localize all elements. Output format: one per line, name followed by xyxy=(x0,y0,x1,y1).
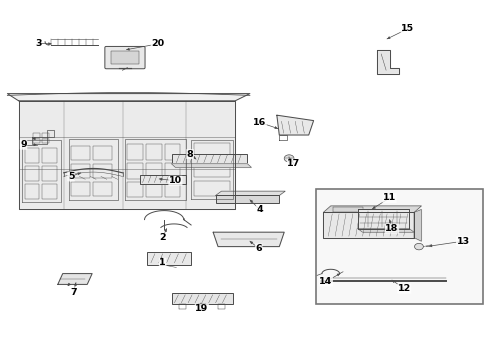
Polygon shape xyxy=(414,210,421,241)
Bar xyxy=(194,162,230,177)
Polygon shape xyxy=(213,232,284,247)
Bar xyxy=(146,182,162,197)
Bar xyxy=(165,144,180,160)
Bar xyxy=(140,175,186,184)
Bar xyxy=(24,166,39,181)
Text: 1: 1 xyxy=(159,258,166,267)
Bar xyxy=(146,144,162,160)
Text: 5: 5 xyxy=(68,172,74,181)
Bar xyxy=(42,166,57,181)
Bar xyxy=(42,139,49,143)
Polygon shape xyxy=(323,206,421,212)
Text: 7: 7 xyxy=(70,288,77,297)
Text: 9: 9 xyxy=(20,140,27,149)
FancyBboxPatch shape xyxy=(105,46,145,69)
Text: 19: 19 xyxy=(195,305,209,313)
Text: 3: 3 xyxy=(35,39,42,48)
Text: 12: 12 xyxy=(397,284,411,293)
Bar xyxy=(146,163,162,179)
Bar xyxy=(71,164,90,178)
Bar xyxy=(316,189,483,304)
Bar xyxy=(172,154,247,164)
Bar xyxy=(93,164,112,178)
Bar xyxy=(42,184,57,199)
Bar xyxy=(24,184,39,199)
Bar xyxy=(165,163,180,179)
Text: 17: 17 xyxy=(287,159,301,168)
Bar xyxy=(71,146,90,160)
Bar xyxy=(93,146,112,160)
Bar xyxy=(127,144,143,160)
Polygon shape xyxy=(216,191,285,195)
Text: 6: 6 xyxy=(255,244,262,253)
Polygon shape xyxy=(32,130,54,144)
Bar xyxy=(42,133,49,138)
Text: 4: 4 xyxy=(256,205,263,214)
Bar xyxy=(33,139,40,143)
Circle shape xyxy=(415,243,423,250)
Text: 13: 13 xyxy=(457,237,469,246)
Bar xyxy=(147,252,191,265)
Polygon shape xyxy=(358,229,414,232)
Bar xyxy=(127,163,143,179)
Polygon shape xyxy=(358,209,409,229)
Text: 2: 2 xyxy=(159,233,166,242)
Bar xyxy=(333,207,363,212)
Bar xyxy=(71,182,90,196)
Bar xyxy=(111,51,139,64)
Bar xyxy=(194,143,230,159)
Bar xyxy=(172,293,233,304)
Polygon shape xyxy=(7,94,250,101)
Polygon shape xyxy=(19,101,235,209)
Bar xyxy=(24,148,39,163)
Bar xyxy=(93,182,112,196)
Bar xyxy=(194,181,230,196)
Circle shape xyxy=(393,221,405,229)
Text: 10: 10 xyxy=(169,176,182,185)
Polygon shape xyxy=(323,212,414,238)
Bar xyxy=(33,133,40,138)
Text: 11: 11 xyxy=(383,194,396,202)
Polygon shape xyxy=(58,274,92,284)
Circle shape xyxy=(284,155,294,162)
Text: 15: 15 xyxy=(401,24,414,33)
Polygon shape xyxy=(172,164,251,167)
Bar xyxy=(127,182,143,197)
Bar xyxy=(216,195,279,203)
Text: 20: 20 xyxy=(151,40,164,49)
Bar xyxy=(42,148,57,163)
Polygon shape xyxy=(277,115,314,135)
Text: 18: 18 xyxy=(385,224,399,233)
Text: 8: 8 xyxy=(187,150,194,158)
Bar xyxy=(165,182,180,197)
Polygon shape xyxy=(377,50,399,74)
Text: 16: 16 xyxy=(253,118,267,127)
Text: 14: 14 xyxy=(319,277,333,286)
